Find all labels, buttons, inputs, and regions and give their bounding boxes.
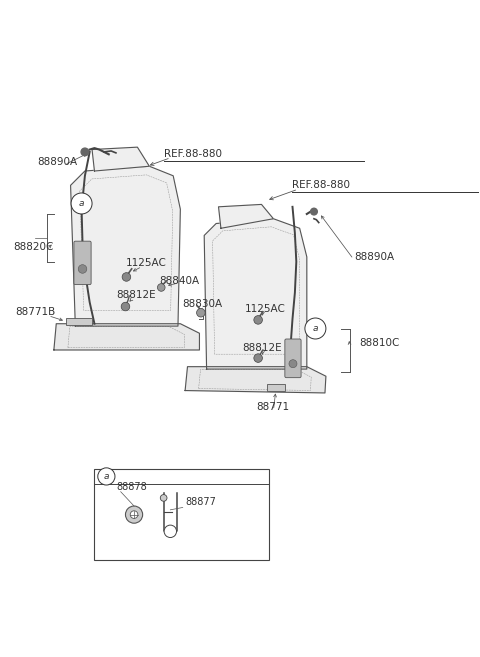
Circle shape [98, 468, 115, 485]
Text: 88820C: 88820C [13, 242, 54, 252]
Text: 88830A: 88830A [183, 300, 223, 309]
Text: 88812E: 88812E [116, 290, 156, 300]
Polygon shape [218, 204, 274, 228]
Text: REF.88-880: REF.88-880 [164, 149, 222, 159]
Bar [66, 318, 92, 325]
Circle shape [157, 284, 165, 291]
Circle shape [160, 495, 167, 501]
Circle shape [305, 318, 326, 339]
Circle shape [130, 510, 138, 518]
Text: 88810C: 88810C [360, 338, 400, 348]
Text: 88771: 88771 [257, 402, 290, 412]
Text: 88840A: 88840A [159, 275, 199, 286]
Text: 88878: 88878 [116, 482, 147, 491]
Circle shape [125, 506, 143, 523]
Circle shape [289, 359, 297, 368]
Polygon shape [54, 324, 199, 350]
Text: 88890A: 88890A [37, 157, 77, 167]
Polygon shape [71, 166, 180, 326]
Circle shape [121, 302, 130, 311]
Bar [95, 469, 269, 560]
FancyBboxPatch shape [74, 241, 91, 284]
Polygon shape [185, 367, 326, 393]
Text: 88890A: 88890A [355, 252, 395, 261]
Circle shape [164, 525, 177, 537]
Bar [267, 384, 285, 390]
Polygon shape [204, 219, 307, 369]
Text: a: a [104, 472, 109, 481]
Text: a: a [312, 324, 318, 333]
Text: 88877: 88877 [185, 497, 216, 507]
FancyBboxPatch shape [285, 339, 301, 378]
Circle shape [78, 265, 87, 273]
Circle shape [311, 208, 317, 215]
Circle shape [71, 193, 92, 214]
Text: 88771B: 88771B [16, 307, 56, 317]
Circle shape [254, 353, 263, 363]
Text: 1125AC: 1125AC [245, 304, 286, 314]
Text: 88812E: 88812E [242, 344, 282, 353]
Text: a: a [79, 199, 84, 208]
Circle shape [197, 308, 205, 317]
Text: REF.88-880: REF.88-880 [292, 180, 350, 190]
Circle shape [122, 273, 131, 281]
Circle shape [254, 315, 263, 324]
Circle shape [81, 148, 89, 156]
Text: 1125AC: 1125AC [125, 258, 167, 268]
Polygon shape [92, 147, 149, 171]
